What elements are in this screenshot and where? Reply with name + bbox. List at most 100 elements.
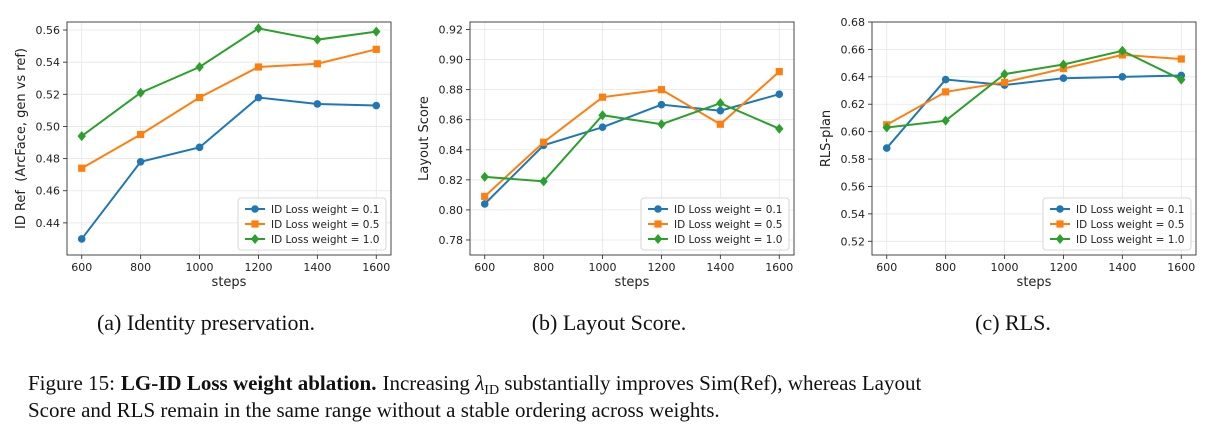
y-axis-label: RLS-plan (819, 110, 834, 167)
data-point-series-3 (372, 26, 381, 37)
y-tick-label: 0.92 (439, 24, 464, 37)
x-axis-label: steps (212, 275, 247, 290)
caption-bold-title: LG-ID Loss weight ablation. (121, 371, 377, 395)
y-tick-label: 0.54 (841, 208, 866, 221)
legend-swatch-marker (654, 205, 662, 213)
x-axis-label: steps (615, 275, 650, 290)
x-tick-label: 1200 (647, 261, 675, 274)
data-point-series-3 (1059, 59, 1068, 70)
caption-label: Figure 15: (28, 371, 115, 395)
x-tick-label: 600 (876, 261, 897, 274)
x-tick-label: 1400 (1108, 261, 1136, 274)
caption-text-pre: Increasing (382, 371, 475, 395)
data-point-series-2 (1177, 55, 1185, 63)
data-point-series-2 (313, 60, 321, 68)
legend-entry-label: ID Loss weight = 1.0 (674, 234, 782, 246)
x-tick-label: 800 (130, 261, 151, 274)
chart-rls: 600 800 1000 1200 1400 1600 0.52 0.54 0.56 0.58 0.… (819, 16, 1197, 335)
data-point-series-1 (480, 200, 489, 208)
y-tick-label: 0.52 (36, 88, 61, 101)
legend-box (1042, 197, 1192, 251)
data-point-series-3 (539, 176, 548, 187)
data-point-series-3 (77, 131, 86, 142)
x-tick-label: 1600 (362, 261, 390, 274)
x-tick-label: 1000 (186, 261, 214, 274)
legend-swatch-marker (1055, 234, 1065, 244)
y-tick-label: 0.78 (439, 234, 464, 247)
series-line-3 (886, 49, 1182, 129)
subcaption: (c) RLS. (975, 310, 1051, 335)
data-point-series-2 (195, 93, 204, 102)
data-point-series-1 (1118, 73, 1127, 81)
series-line-2 (81, 48, 377, 170)
data-point-series-1 (1059, 74, 1068, 82)
data-point-series-3 (775, 123, 784, 134)
figure-caption-line-2: Score and RLS remain in the same range w… (28, 398, 720, 422)
legend-box (640, 197, 790, 251)
legend-box (237, 197, 387, 251)
caption-lambda: λ (474, 371, 484, 395)
data-point-series-2 (1000, 78, 1009, 86)
data-point-series-2 (540, 138, 548, 146)
legend-entry-label: ID Loss weight = 0.1 (1076, 204, 1184, 216)
data-point-series-1 (195, 143, 204, 152)
series-line-1 (80, 96, 377, 240)
legend-entry-label: ID Loss weight = 1.0 (1076, 234, 1184, 246)
series-line-1 (885, 74, 1182, 149)
data-point-series-1 (716, 106, 725, 115)
legend-swatch-marker (251, 220, 259, 228)
data-point-series-3 (716, 98, 725, 109)
data-point-series-3 (1118, 45, 1127, 56)
data-point-series-3 (480, 171, 489, 182)
data-point-series-1 (313, 100, 322, 108)
data-point-series-2 (481, 192, 489, 200)
x-tick-label: 1000 (991, 261, 1019, 274)
y-tick-label: 0.82 (439, 174, 464, 187)
legend-entry-label: ID Loss weight = 0.5 (271, 219, 379, 231)
figure-caption-line-1: Figure 15: LG-ID Loss weight ablation. Inc… (28, 371, 921, 398)
subcaption: (a) Identity preservation. (97, 310, 315, 335)
y-axis-label: Layout Score (417, 96, 432, 181)
legend: ID Loss weight = 0.1 ID Loss weight = 0.5… (1042, 197, 1192, 251)
y-tick-label: 0.46 (36, 185, 61, 198)
data-point-series-1 (77, 235, 86, 243)
chart-layout-score: 600 800 1000 1200 1400 1600 0.78 0.80 0.82 0.84 0.… (417, 21, 795, 335)
legend-entry-label: ID Loss weight = 0.5 (674, 219, 782, 231)
chart-identity-preservation: 600 800 1000 1200 1400 1600 0.44 0.46 0.48 0.50 0.… (14, 21, 392, 335)
data-point-series-1 (372, 101, 381, 110)
subcaption: (b) Layout Score. (532, 310, 687, 335)
legend-entry-label: ID Loss weight = 1.0 (271, 234, 379, 246)
x-tick-label: 1400 (303, 261, 331, 274)
data-point-series-3 (136, 87, 145, 98)
y-tick-label: 0.52 (841, 235, 866, 248)
caption-lambda-sub: ID (484, 383, 499, 398)
x-tick-label: 600 (71, 261, 92, 274)
caption-text-post: substantially improves Sim(Ref), whereas… (499, 371, 921, 395)
data-point-series-2 (254, 63, 263, 71)
series-line-2 (886, 53, 1182, 126)
y-tick-label: 0.62 (841, 98, 866, 111)
legend-swatch-marker (654, 220, 662, 228)
y-tick-label: 0.68 (841, 16, 866, 29)
y-tick-label: 0.84 (439, 144, 464, 157)
y-tick-label: 0.44 (36, 217, 61, 230)
series-line-2 (484, 70, 780, 198)
x-tick-label: 1200 (1049, 261, 1077, 274)
y-tick-label: 0.48 (36, 153, 61, 166)
data-point-series-1 (254, 93, 263, 102)
data-point-series-3 (882, 122, 891, 133)
x-tick-label: 800 (533, 261, 554, 274)
data-point-series-2 (942, 88, 950, 96)
plot-frame (469, 21, 795, 256)
y-tick-label: 0.54 (36, 56, 61, 69)
data-point-series-3 (195, 61, 204, 72)
data-point-series-3 (313, 34, 322, 45)
y-tick-label: 0.56 (841, 180, 866, 193)
data-point-series-3 (598, 110, 607, 121)
data-point-series-3 (1000, 69, 1009, 80)
legend-swatch-marker (1056, 220, 1064, 228)
legend-swatch-marker (251, 205, 259, 213)
y-tick-label: 0.80 (439, 204, 464, 217)
data-point-series-3 (941, 115, 950, 126)
